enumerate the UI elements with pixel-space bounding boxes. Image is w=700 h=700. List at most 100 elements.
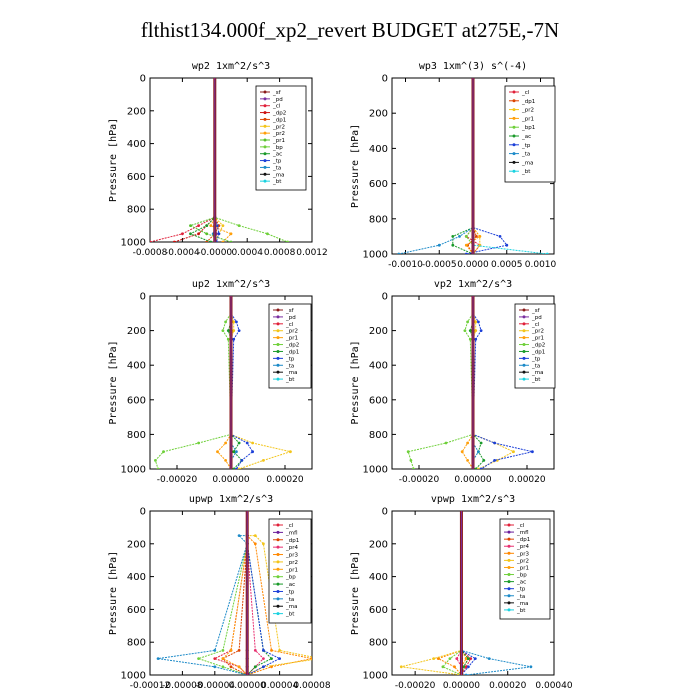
- legend-entry: _tp: [285, 589, 295, 595]
- series-point: [262, 665, 265, 669]
- legend-marker: [522, 343, 526, 347]
- series-point: [477, 320, 480, 324]
- series-point: [512, 450, 515, 454]
- legend-entry: _pr1: [531, 336, 544, 342]
- series-point: [221, 649, 225, 652]
- series-point: [237, 665, 241, 669]
- series-line: [150, 78, 216, 242]
- series-group: [156, 511, 312, 675]
- legend-marker: [263, 152, 267, 156]
- series-point: [229, 649, 233, 652]
- legend-marker: [276, 356, 280, 360]
- legend-entry: _dp1: [516, 537, 530, 543]
- legend-entry: _ta: [285, 363, 294, 369]
- x-tick-label: 0.0000: [457, 260, 489, 270]
- series-group: [150, 78, 290, 242]
- series-line: [452, 78, 474, 254]
- legend-entry: _ta: [272, 165, 281, 171]
- legend-entry: _ac: [516, 580, 526, 586]
- legend-marker: [512, 99, 516, 103]
- y-tick-label: 0: [382, 292, 388, 303]
- legend-marker: [276, 363, 280, 367]
- legend-entry: _cl: [521, 90, 530, 96]
- legend-marker: [276, 560, 280, 564]
- series-point: [221, 329, 225, 332]
- legend-marker: [276, 370, 280, 374]
- x-tick-label: -0.00008: [162, 681, 203, 691]
- series-point: [487, 657, 491, 660]
- series-point: [266, 232, 269, 236]
- y-tick-label: 1000: [121, 238, 146, 249]
- legend-entry: _pd: [272, 97, 283, 103]
- legend-marker: [276, 530, 280, 534]
- legend-entry: _dp2: [272, 111, 286, 117]
- legend-marker: [276, 589, 280, 593]
- x-tick-label: 0.00000: [443, 681, 480, 691]
- series-point: [235, 450, 238, 454]
- y-tick-label: 600: [127, 172, 146, 183]
- y-tick-label: 200: [127, 326, 146, 337]
- legend-entry: _mfl: [285, 530, 298, 536]
- y-tick-label: 0: [140, 292, 146, 303]
- series-point: [289, 450, 292, 454]
- series-point: [451, 235, 455, 238]
- legend-entry: _pr2: [521, 108, 534, 114]
- legend-entry: _tp: [531, 356, 541, 362]
- y-tick-label: 400: [127, 572, 146, 583]
- series-point: [474, 320, 478, 324]
- legend-entry: _pr3: [285, 553, 299, 559]
- series-point: [460, 450, 464, 454]
- series-point: [154, 459, 157, 462]
- y-tick-label: 400: [369, 361, 388, 372]
- series-point: [224, 459, 228, 462]
- y-axis-label: Pressure [hPa]: [350, 340, 361, 424]
- series-point: [226, 337, 230, 341]
- legend-entry: _pr2: [272, 124, 285, 130]
- series-point: [240, 459, 244, 462]
- legend-marker: [263, 117, 267, 121]
- series-point: [232, 320, 236, 324]
- legend-marker: [512, 134, 516, 138]
- legend-entry: _ma: [285, 604, 297, 610]
- series-point: [213, 649, 217, 652]
- legend-entry: _cl: [531, 322, 540, 328]
- legend-entry: _pr1: [516, 565, 529, 571]
- legend-entry: _sf: [285, 308, 295, 314]
- legend-marker: [276, 538, 280, 542]
- legend-entry: _bt: [285, 377, 295, 383]
- series-point: [229, 240, 233, 242]
- series-point: [237, 467, 241, 469]
- x-tick-label: 0.0012: [296, 248, 328, 258]
- legend-marker: [263, 159, 267, 163]
- legend-marker: [507, 544, 511, 548]
- legend-marker: [276, 377, 280, 381]
- series-line: [460, 511, 477, 675]
- legend-marker: [276, 329, 280, 333]
- series-point: [262, 459, 265, 462]
- panel-title: wp2 1xm^2/s^3: [192, 61, 270, 72]
- x-tick-label: 0.0004: [231, 248, 263, 258]
- panel-1: wp2 1xm^2/s^3 Pressure [hPa] 0 200 400 600 800…: [108, 61, 328, 258]
- legend-marker: [263, 104, 267, 108]
- y-tick-label: 600: [127, 395, 146, 406]
- y-axis-label: Pressure [hPa]: [108, 340, 119, 424]
- legend-marker: [263, 90, 267, 94]
- series-point: [189, 224, 192, 228]
- y-tick-label: 0: [382, 74, 388, 85]
- y-tick-label: 400: [369, 572, 388, 583]
- legend-marker: [507, 587, 511, 591]
- y-tick-label: 0: [140, 74, 146, 85]
- legend-marker: [263, 111, 267, 115]
- series-point: [224, 320, 228, 324]
- legend-marker: [276, 308, 280, 312]
- legend-entry: _tp: [272, 159, 282, 165]
- legend-marker: [263, 145, 267, 149]
- legend-marker: [276, 567, 280, 571]
- legend-entry: _pr1: [285, 567, 298, 573]
- x-tick-label: -0.00020: [395, 681, 436, 691]
- series-group: [399, 511, 533, 675]
- series-point: [462, 665, 466, 669]
- legend-entry: _dp1: [285, 349, 299, 355]
- series-point: [464, 657, 468, 660]
- panel-6: vpwp 1xm^2/s^3 Pressure [hPa] 0 200 400 600 80…: [350, 494, 573, 691]
